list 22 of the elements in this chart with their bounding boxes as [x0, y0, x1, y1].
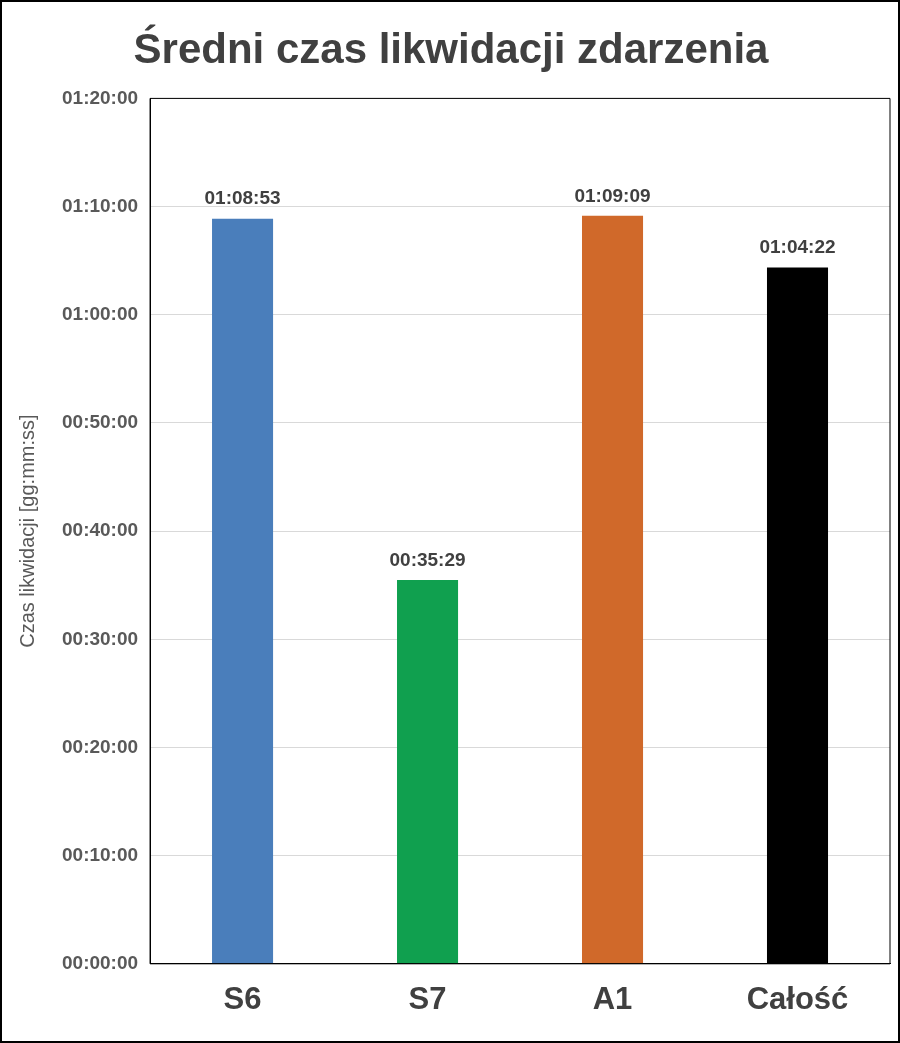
data-label: 00:35:29: [389, 548, 466, 570]
y-tick-label: 01:10:00: [61, 194, 139, 216]
chart-title: Średni czas likwidacji zdarzenia: [133, 23, 770, 72]
y-tick-label: 00:40:00: [61, 519, 139, 541]
y-tick-label: 01:00:00: [61, 302, 139, 324]
bar: [212, 218, 274, 964]
y-tick-label: 01:20:00: [61, 86, 139, 108]
x-tick-label: A1: [592, 980, 633, 1016]
y-tick-label: 00:50:00: [61, 411, 139, 433]
x-tick-label: Całość: [746, 980, 849, 1016]
x-tick-label: S6: [223, 980, 262, 1016]
data-label: 01:04:22: [759, 236, 836, 258]
x-tick-label: S7: [408, 980, 447, 1016]
y-axis-title: Czas likwidacji [gg:mm:ss]: [15, 414, 38, 648]
y-tick-label: 00:10:00: [61, 843, 139, 865]
bar: [397, 579, 459, 964]
y-tick-label: 00:20:00: [61, 735, 139, 757]
data-label: 01:08:53: [204, 187, 281, 209]
y-tick-label: 00:00:00: [61, 952, 139, 974]
bar: [582, 215, 644, 964]
data-label: 01:09:09: [574, 184, 651, 206]
y-tick-label: 00:30:00: [61, 627, 139, 649]
